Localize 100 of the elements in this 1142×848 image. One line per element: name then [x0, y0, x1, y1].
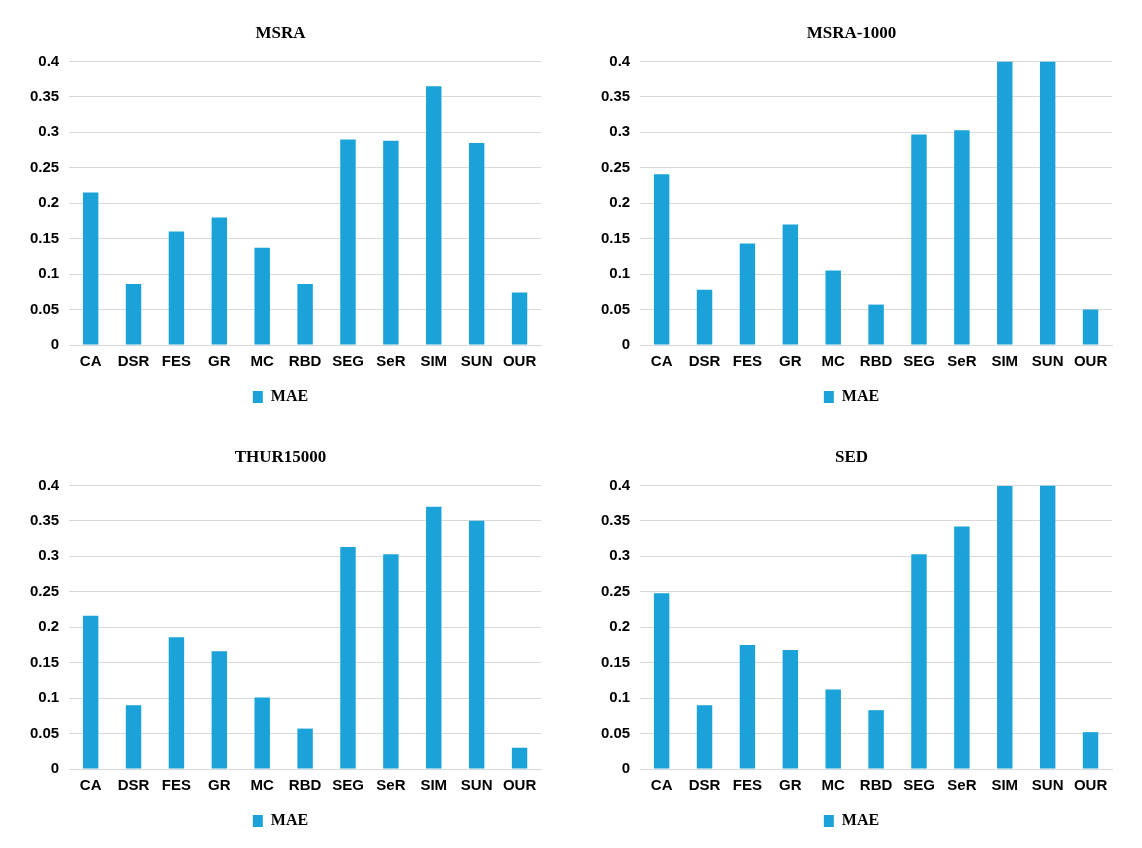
y-tick-label: 0.15: [29, 228, 60, 246]
x-tick-label: DSR: [117, 352, 150, 370]
x-tick-label: RBD: [288, 352, 322, 370]
y-tick-label: 0.4: [609, 475, 631, 493]
x-tick-label: MC: [821, 776, 846, 794]
y-tick-label: 0: [621, 335, 631, 353]
bar: [782, 649, 799, 769]
bar: [211, 651, 228, 769]
bar: [911, 134, 927, 345]
y-tick-label: 0.25: [29, 581, 60, 599]
bar: [254, 697, 270, 769]
x-tick-label: GR: [208, 776, 231, 794]
bar: [468, 142, 485, 345]
x-tick-label: OUR: [1073, 352, 1108, 370]
y-tick-label: 0.3: [38, 546, 60, 564]
x-tick-label: RBD: [859, 352, 893, 370]
y-tick-label: 0.15: [600, 228, 631, 246]
x-tick-label: SUN: [1031, 352, 1064, 370]
x-tick-label: OUR: [502, 776, 537, 794]
x-tick-label: SIM: [420, 352, 448, 370]
x-tick-label: SUN: [460, 352, 493, 370]
bar: [696, 705, 713, 769]
x-tick-label: SUN: [1031, 776, 1064, 794]
bar: [739, 243, 756, 345]
bar: [1082, 309, 1099, 345]
y-tick-label: 0.1: [38, 688, 60, 706]
chart-title: THUR15000: [234, 446, 327, 466]
legend-label: MAE: [841, 387, 880, 405]
x-tick-label: SEG: [332, 352, 364, 370]
x-tick-label: CA: [79, 776, 102, 794]
x-tick-label: SIM: [991, 352, 1019, 370]
bar: [211, 217, 228, 345]
x-tick-label: FES: [732, 352, 763, 370]
y-tick-label: 0.35: [29, 510, 60, 528]
y-tick-label: 0.2: [38, 193, 60, 211]
x-tick-label: CA: [79, 352, 102, 370]
x-tick-label: SIM: [991, 776, 1019, 794]
x-tick-label: SeR: [947, 352, 977, 370]
bar: [297, 728, 313, 769]
y-tick-label: 0: [50, 759, 60, 777]
x-tick-label: CA: [650, 776, 673, 794]
x-tick-label: OUR: [502, 352, 537, 370]
y-tick-label: 0.05: [29, 723, 60, 741]
legend-label: MAE: [841, 811, 880, 829]
chart-title: MSRA: [255, 22, 307, 42]
y-tick-label: 0.25: [29, 157, 60, 175]
x-tick-label: SEG: [332, 776, 364, 794]
bar: [653, 593, 670, 769]
bar: [340, 547, 356, 769]
y-tick-label: 0.4: [609, 51, 631, 69]
y-tick-label: 0.35: [29, 86, 60, 104]
x-tick-label: MC: [821, 352, 846, 370]
x-tick-label: GR: [779, 352, 802, 370]
bar: [954, 130, 970, 345]
chart-title: SED: [834, 446, 869, 466]
y-tick-label: 0.3: [609, 546, 631, 564]
x-tick-label: FES: [161, 776, 192, 794]
x-tick-label: CA: [650, 352, 673, 370]
bar: [825, 689, 841, 769]
bar: [868, 710, 884, 769]
bar: [1082, 732, 1099, 769]
y-tick-label: 0.05: [29, 299, 60, 317]
x-tick-label: DSR: [688, 352, 721, 370]
y-tick-label: 0.35: [600, 86, 631, 104]
x-tick-label: OUR: [1073, 776, 1108, 794]
y-tick-label: 0.1: [609, 264, 631, 282]
bar: [340, 139, 356, 345]
y-tick-label: 0.05: [600, 299, 631, 317]
bar: [383, 140, 399, 345]
bar: [82, 615, 99, 769]
x-tick-label: RBD: [288, 776, 322, 794]
bar: [653, 174, 670, 345]
x-tick-label: DSR: [117, 776, 150, 794]
bar: [868, 304, 884, 345]
bar: [1039, 485, 1056, 769]
bar: [511, 747, 528, 769]
bar: [168, 637, 185, 769]
x-tick-label: FES: [161, 352, 192, 370]
x-tick-label: SeR: [376, 776, 406, 794]
y-tick-label: 0.3: [38, 122, 60, 140]
x-tick-label: SIM: [420, 776, 448, 794]
bar: [254, 247, 270, 345]
bar: [468, 520, 485, 769]
chart-title: MSRA-1000: [806, 22, 897, 42]
y-tick-label: 0.25: [600, 581, 631, 599]
y-tick-label: 0.25: [600, 157, 631, 175]
bar: [1039, 61, 1056, 345]
bar: [739, 644, 756, 769]
bar: [426, 86, 442, 345]
x-tick-label: GR: [779, 776, 802, 794]
y-tick-label: 0.2: [609, 617, 631, 635]
y-tick-label: 0.1: [609, 688, 631, 706]
bar: [782, 224, 799, 345]
y-tick-label: 0.15: [600, 652, 631, 670]
bar: [383, 554, 399, 769]
x-tick-label: MC: [250, 776, 275, 794]
y-tick-label: 0.15: [29, 652, 60, 670]
x-tick-label: FES: [732, 776, 763, 794]
y-tick-label: 0.2: [609, 193, 631, 211]
x-tick-label: SeR: [947, 776, 977, 794]
